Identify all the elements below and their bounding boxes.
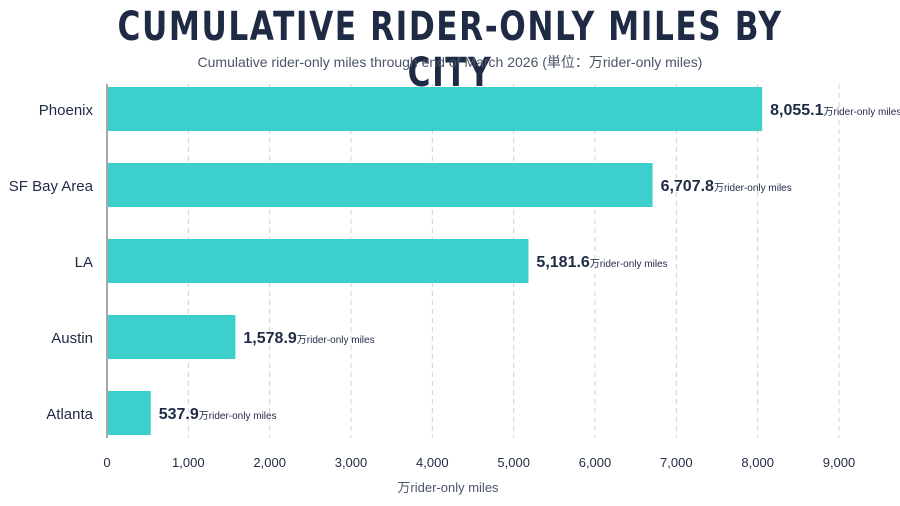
- category-label: Atlanta: [46, 406, 93, 423]
- x-tick-label: 8,000: [741, 455, 774, 470]
- category-label: Austin: [51, 330, 93, 347]
- x-tick-label: 7,000: [660, 455, 693, 470]
- category-label: LA: [75, 254, 93, 271]
- value-label: 537.9万rider-only miles: [159, 406, 277, 423]
- category-label: SF Bay Area: [9, 178, 94, 195]
- value-label: 6,707.8万rider-only miles: [661, 178, 792, 195]
- bar-phoenix: [108, 87, 763, 131]
- x-axis-label: 万rider-only miles: [397, 480, 499, 495]
- chart-subtitle: Cumulative rider-only miles through end …: [197, 54, 703, 70]
- bar-austin: [108, 315, 236, 359]
- chart-title: CUMULATIVE RIDER-ONLY MILES BY CITY: [117, 4, 783, 96]
- bar-atlanta: [108, 391, 151, 435]
- x-tick-label: 1,000: [172, 455, 205, 470]
- x-tick-label: 9,000: [823, 455, 856, 470]
- value-label: 5,181.6万rider-only miles: [536, 254, 667, 271]
- x-tick-label: 5,000: [497, 455, 530, 470]
- x-tick-label: 2,000: [253, 455, 286, 470]
- x-tick-label: 3,000: [335, 455, 368, 470]
- x-tick-label: 6,000: [579, 455, 612, 470]
- value-label: 1,578.9万rider-only miles: [243, 330, 374, 347]
- bar-sf-bay-area: [108, 163, 653, 207]
- bar-la: [108, 239, 529, 283]
- x-tick-label: 4,000: [416, 455, 449, 470]
- x-tick-label: 0: [103, 455, 110, 470]
- category-label: Phoenix: [39, 102, 94, 119]
- value-label: 8,055.1万rider-only miles: [770, 102, 900, 119]
